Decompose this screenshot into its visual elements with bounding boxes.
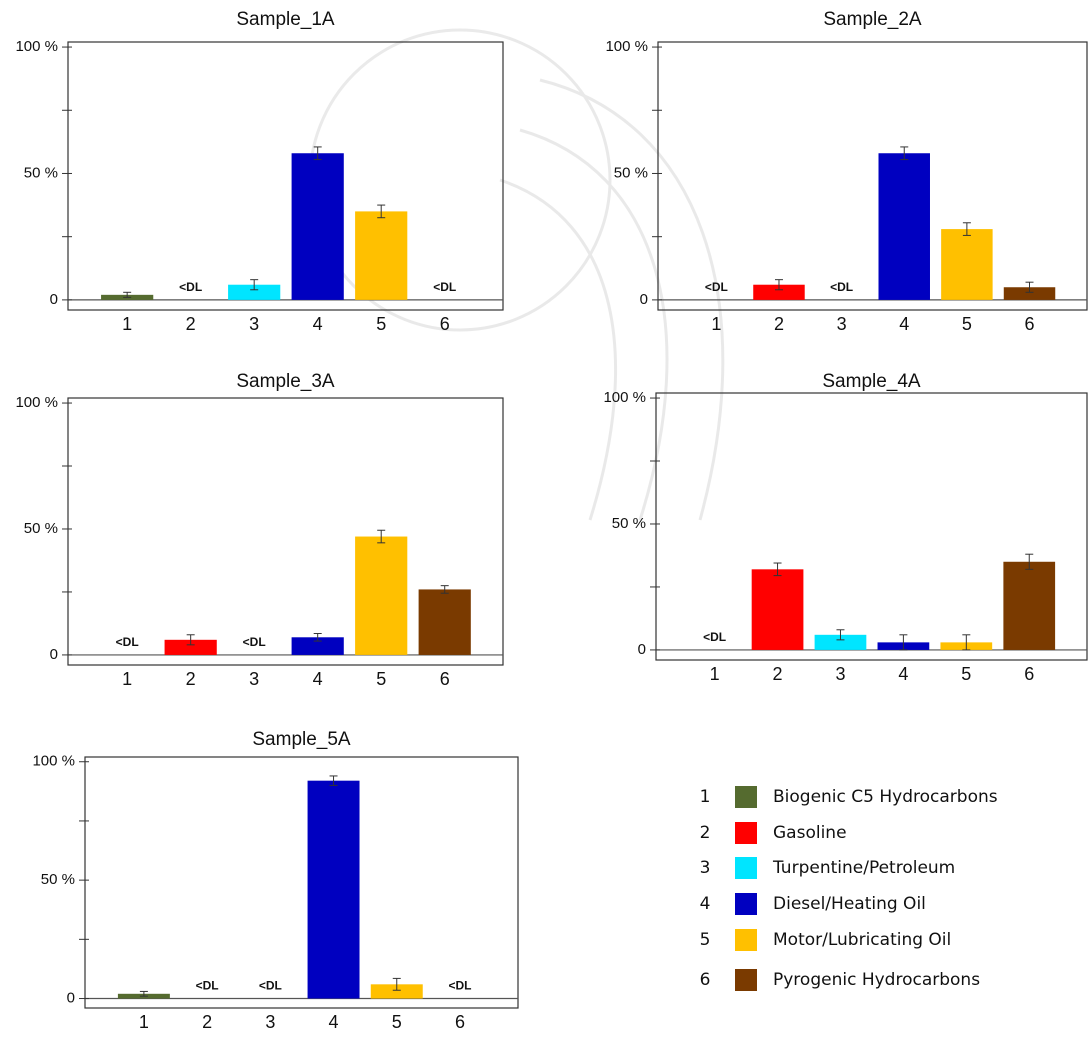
x-tick-label: 2 xyxy=(202,1012,212,1032)
below-detection-label: <DL xyxy=(705,280,728,294)
x-tick-label: 5 xyxy=(392,1012,402,1032)
chart-title: Sample_2A xyxy=(823,9,922,30)
legend-label: Motor/Lubricating Oil xyxy=(773,930,951,950)
x-tick-label: 6 xyxy=(440,314,450,334)
x-tick-label: 5 xyxy=(961,664,971,684)
below-detection-label: <DL xyxy=(433,280,456,294)
x-tick-label: 6 xyxy=(455,1012,465,1032)
below-detection-label: <DL xyxy=(243,635,266,649)
x-tick-label: 5 xyxy=(376,314,386,334)
x-tick-label: 3 xyxy=(835,664,845,684)
chart-title: Sample_3A xyxy=(236,371,335,392)
plot-frame xyxy=(85,757,518,1008)
x-tick-label: 6 xyxy=(1025,314,1035,334)
legend-label: Diesel/Heating Oil xyxy=(773,894,926,914)
below-detection-label: <DL xyxy=(259,979,282,993)
legend-key: 1 xyxy=(700,787,711,807)
x-tick-label: 1 xyxy=(710,664,720,684)
x-tick-label: 2 xyxy=(186,669,196,689)
x-tick-label: 1 xyxy=(139,1012,149,1032)
y-tick-label: 50 % xyxy=(614,164,648,181)
x-tick-label: 3 xyxy=(265,1012,275,1032)
legend-key: 2 xyxy=(700,823,711,843)
plot-frame xyxy=(658,42,1087,310)
legend-swatch xyxy=(735,786,757,808)
x-tick-label: 4 xyxy=(899,314,909,334)
x-tick-label: 1 xyxy=(122,314,132,334)
y-tick-label: 50 % xyxy=(24,164,58,181)
below-detection-label: <DL xyxy=(703,630,726,644)
chart-title: Sample_1A xyxy=(236,9,335,30)
x-tick-label: 5 xyxy=(962,314,972,334)
below-detection-label: <DL xyxy=(830,280,853,294)
bar xyxy=(355,211,407,299)
plot-frame xyxy=(68,42,503,310)
below-detection-label: <DL xyxy=(179,280,202,294)
x-tick-label: 2 xyxy=(774,314,784,334)
y-tick-label: 100 % xyxy=(32,753,75,770)
below-detection-label: <DL xyxy=(196,979,219,993)
legend-swatch xyxy=(735,822,757,844)
x-tick-label: 1 xyxy=(711,314,721,334)
legend-swatch xyxy=(735,929,757,951)
legend-label: Pyrogenic Hydrocarbons xyxy=(773,970,980,990)
x-tick-label: 4 xyxy=(313,314,323,334)
legend-label: Biogenic C5 Hydrocarbons xyxy=(773,787,998,807)
y-tick-label: 50 % xyxy=(24,520,58,537)
x-tick-label: 1 xyxy=(122,669,132,689)
x-tick-label: 3 xyxy=(249,314,259,334)
legend-key: 4 xyxy=(700,894,711,914)
x-tick-label: 4 xyxy=(898,664,908,684)
bar xyxy=(752,569,804,650)
legend-label: Turpentine/Petroleum xyxy=(772,858,955,878)
below-detection-label: <DL xyxy=(116,635,139,649)
x-tick-label: 2 xyxy=(186,314,196,334)
bar xyxy=(879,153,930,300)
x-tick-label: 3 xyxy=(249,669,259,689)
bar xyxy=(419,589,471,654)
y-tick-label: 100 % xyxy=(15,394,58,411)
y-tick-label: 50 % xyxy=(41,871,75,888)
bar xyxy=(941,229,992,300)
x-tick-label: 6 xyxy=(440,669,450,689)
bar xyxy=(308,781,360,999)
y-tick-label: 100 % xyxy=(15,38,58,55)
y-tick-label: 0 xyxy=(640,291,648,308)
bar xyxy=(1003,562,1055,650)
y-tick-label: 100 % xyxy=(605,38,648,55)
y-tick-label: 0 xyxy=(50,646,58,663)
bar xyxy=(355,537,407,655)
legend-swatch xyxy=(735,857,757,879)
chart-title: Sample_5A xyxy=(252,729,351,750)
figure: Sample_1A 0 50 % 100 % 1 2 <DL 3 4 5 6 <DL Sample_2A… xyxy=(0,0,1088,1043)
legend-key: 3 xyxy=(700,858,711,878)
x-tick-label: 5 xyxy=(376,669,386,689)
y-tick-label: 0 xyxy=(50,291,58,308)
legend-swatch xyxy=(735,893,757,915)
legend-key: 5 xyxy=(700,930,711,950)
x-tick-label: 3 xyxy=(837,314,847,334)
x-tick-label: 6 xyxy=(1024,664,1034,684)
y-tick-label: 100 % xyxy=(603,389,646,406)
y-tick-label: 0 xyxy=(638,641,646,658)
x-tick-label: 4 xyxy=(329,1012,339,1032)
below-detection-label: <DL xyxy=(448,979,471,993)
chart-title: Sample_4A xyxy=(822,371,921,392)
x-tick-label: 2 xyxy=(773,664,783,684)
legend-key: 6 xyxy=(700,970,711,990)
legend-label: Gasoline xyxy=(773,823,847,843)
x-tick-label: 4 xyxy=(313,669,323,689)
y-tick-label: 0 xyxy=(67,989,75,1006)
bar xyxy=(292,153,344,300)
y-tick-label: 50 % xyxy=(612,515,646,532)
legend-swatch xyxy=(735,969,757,991)
